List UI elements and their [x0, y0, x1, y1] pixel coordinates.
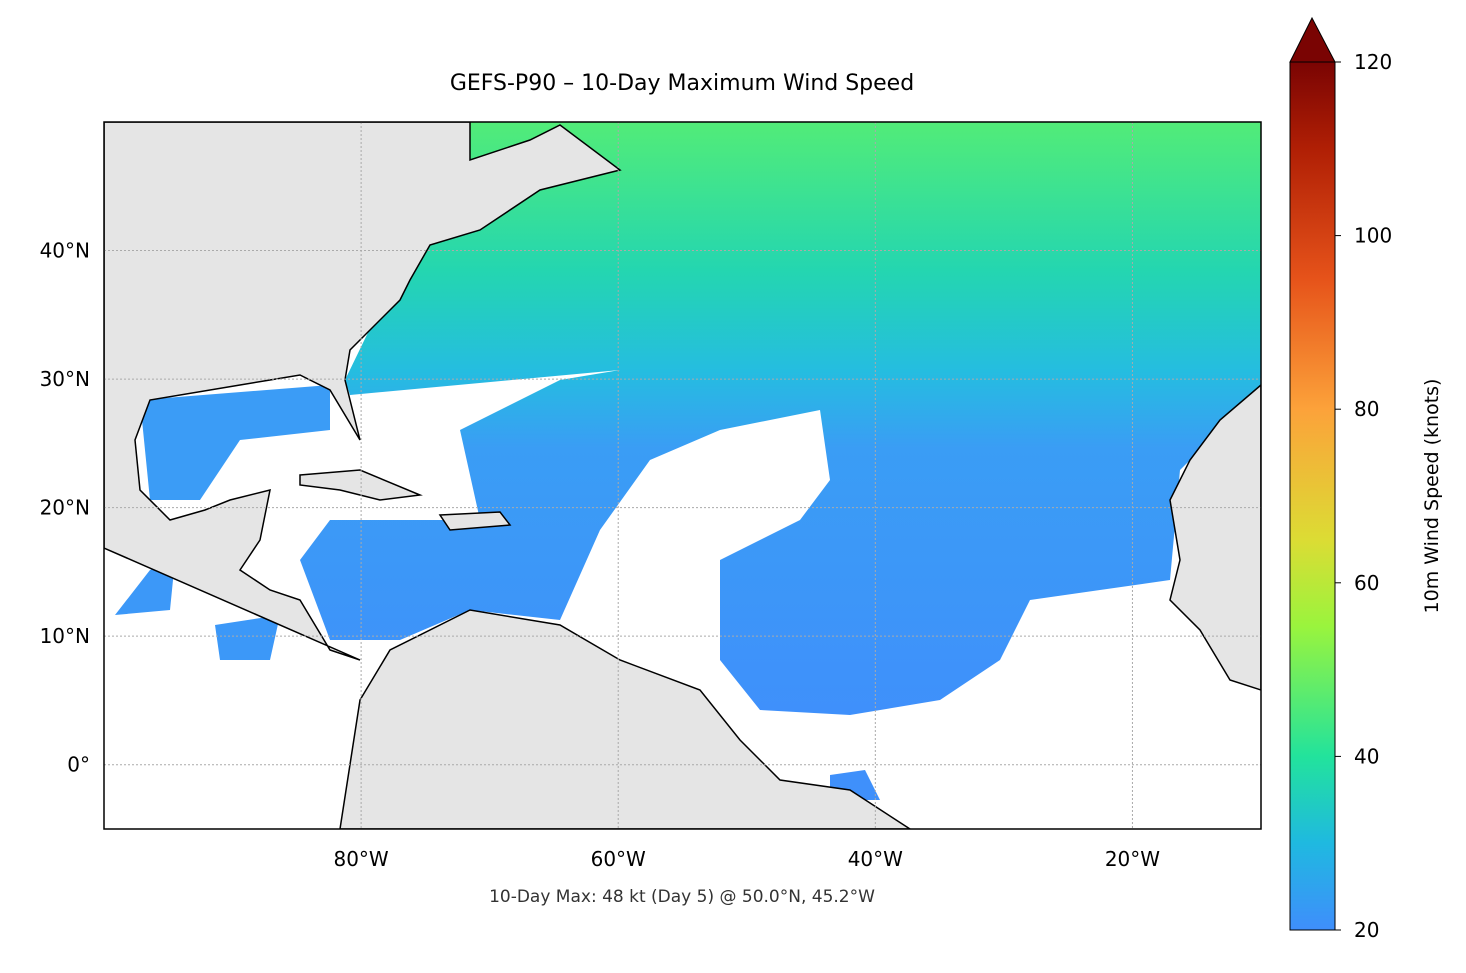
colorbar-tick-label: 20: [1354, 918, 1379, 942]
wind-field: [115, 560, 280, 660]
y-tick-label: 40°N: [40, 239, 90, 263]
y-tick-label: 30°N: [40, 367, 90, 391]
colorbar: [1289, 61, 1336, 931]
colorbar-tick-label: 80: [1354, 397, 1379, 421]
colorbar-tick-label: 60: [1354, 571, 1379, 595]
colorbar-tick-label: 120: [1354, 50, 1392, 74]
x-tick-label: 40°W: [848, 847, 903, 871]
wind-field: [300, 122, 1261, 715]
y-tick-label: 10°N: [40, 624, 90, 648]
grid: [104, 122, 1261, 829]
land-north-america: [104, 122, 622, 661]
map-area: [104, 122, 1261, 829]
x-tick-label: 20°W: [1105, 847, 1160, 871]
colorbar-extend: [1289, 16, 1336, 63]
wind-field: [140, 385, 330, 500]
colorbar-tick-label: 40: [1354, 744, 1379, 768]
map-title: GEFS-P90 – 10-Day Maximum Wind Speed: [450, 71, 914, 96]
land-caribbean: [299, 469, 512, 531]
land-africa: [1169, 384, 1261, 691]
x-tick-label: 80°W: [333, 847, 388, 871]
y-tick-label: 0°: [67, 753, 90, 777]
map-frame: [103, 121, 1262, 830]
y-tick-label: 20°N: [40, 496, 90, 520]
colorbar-label: 10m Wind Speed (knots): [1421, 379, 1443, 614]
colorbar-tick-label: 100: [1354, 224, 1392, 248]
land-south-america: [339, 609, 912, 829]
x-tick-label: 60°W: [591, 847, 646, 871]
annotation: 10-Day Max: 48 kt (Day 5) @ 50.0°N, 45.2…: [489, 887, 875, 907]
